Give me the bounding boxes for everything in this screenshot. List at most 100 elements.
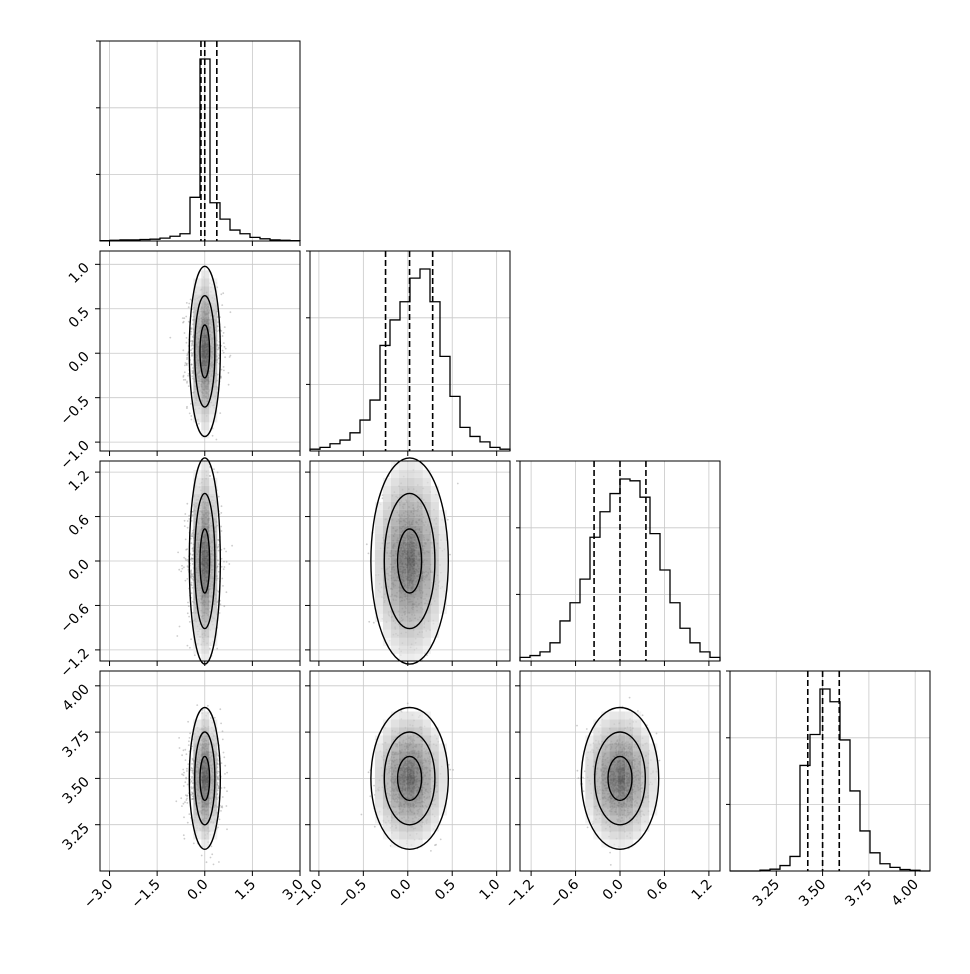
density-cell (201, 558, 209, 566)
scatter-point (198, 423, 200, 425)
scatter-point (185, 539, 187, 541)
density-cell (423, 590, 431, 598)
scatter-point (221, 805, 223, 807)
scatter-point (183, 816, 185, 818)
scatter-point (190, 571, 192, 573)
density-cell (423, 478, 431, 486)
scatter-point (184, 781, 186, 783)
scatter-point (186, 342, 188, 344)
scatter-point (223, 366, 225, 368)
scatter-point (223, 561, 225, 563)
density-cell (399, 646, 407, 654)
scatter-point (187, 822, 189, 824)
scatter-point (190, 794, 192, 796)
density-cell (407, 558, 415, 566)
density-cell (375, 574, 383, 582)
scatter-point (230, 311, 232, 313)
density-cell (375, 542, 383, 550)
density-cell (201, 286, 209, 294)
scatter-point (188, 740, 190, 742)
density-cell (209, 542, 217, 550)
density-cell (209, 768, 217, 776)
scatter-point (221, 578, 223, 580)
scatter-point (217, 590, 219, 592)
scatter-point (184, 838, 186, 840)
density-cell (383, 534, 391, 542)
scatter-point (183, 772, 185, 774)
scatter-point (191, 768, 193, 770)
density-cell (201, 598, 209, 606)
scatter-point (211, 846, 213, 848)
density-cell (415, 470, 423, 478)
density-cell (375, 590, 383, 598)
density-cell (407, 518, 415, 526)
scatter-point (190, 638, 192, 640)
scatter-point (190, 403, 192, 405)
density-cell (201, 736, 209, 744)
density-cell (415, 590, 423, 598)
panel-3-0 (95, 671, 300, 876)
density-cell (201, 768, 209, 776)
scatter-point (188, 321, 190, 323)
density-cell (399, 566, 407, 574)
density-cell (383, 622, 391, 630)
density-cell (391, 518, 399, 526)
scatter-point (225, 348, 227, 350)
scatter-point (223, 605, 225, 607)
density-cell (193, 374, 201, 382)
density-cell (423, 638, 431, 646)
density-cell (201, 630, 209, 638)
scatter-point (211, 853, 213, 855)
density-cell (391, 526, 399, 534)
density-cell (415, 478, 423, 486)
density-cell (399, 518, 407, 526)
scatter-point (229, 356, 231, 358)
scatter-point (186, 407, 188, 409)
density-cell (375, 518, 383, 526)
scatter-point (223, 342, 225, 344)
density-cell (407, 502, 415, 510)
scatter-point (449, 554, 451, 556)
scatter-point (184, 749, 186, 751)
density-cell (201, 614, 209, 622)
density-cell (391, 630, 399, 638)
density-cell (209, 358, 217, 366)
scatter-point (183, 749, 185, 751)
density-cell (209, 574, 217, 582)
density-cell (407, 614, 415, 622)
scatter-point (191, 327, 193, 329)
scatter-point (182, 769, 184, 771)
density-cell (407, 550, 415, 558)
density-cell (201, 342, 209, 350)
density-cell (407, 630, 415, 638)
histogram-param-0 (100, 59, 300, 241)
density-cell (201, 720, 209, 728)
scatter-point (223, 352, 225, 354)
density-cell (423, 494, 431, 502)
scatter-point (222, 350, 224, 352)
scatter-point (224, 346, 226, 348)
density-cell (201, 832, 209, 840)
scatter-point (187, 645, 189, 647)
scatter-point (177, 552, 179, 554)
scatter-point (180, 797, 182, 799)
scatter-point (184, 513, 186, 515)
density-cell (209, 478, 217, 486)
density-cell (391, 622, 399, 630)
density-cell (209, 366, 217, 374)
density-cell (375, 526, 383, 534)
scatter-point (222, 739, 224, 741)
scatter-point (183, 785, 185, 787)
scatter-point (188, 744, 190, 746)
scatter-point (190, 415, 192, 417)
density-cell (193, 752, 201, 760)
scatter-point (186, 770, 188, 772)
panel-1-0 (95, 251, 300, 456)
density-cell (209, 550, 217, 558)
scatter-point (178, 737, 180, 739)
density-cell (399, 502, 407, 510)
scatter-point (191, 534, 193, 536)
scatter-point (220, 377, 222, 379)
scatter-point (187, 527, 189, 529)
density-cell (399, 558, 407, 566)
